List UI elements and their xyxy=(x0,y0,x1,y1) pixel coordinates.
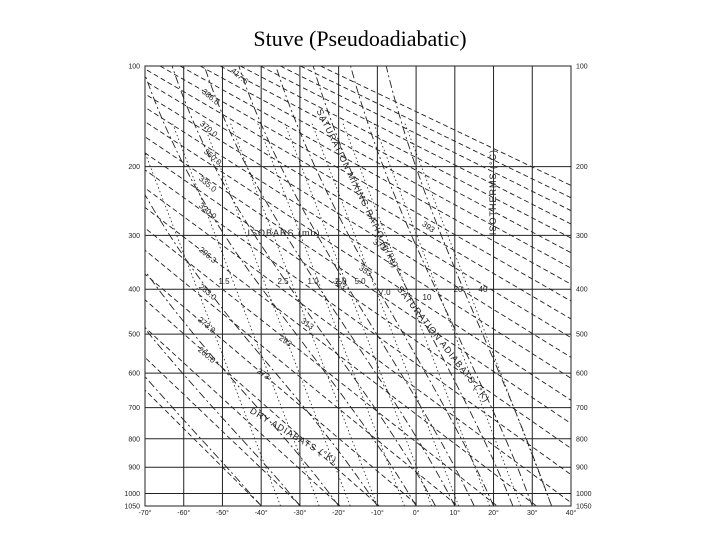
pressure-tick-right: 400 xyxy=(576,287,588,294)
dry-adiabat-line xyxy=(199,66,571,269)
saturation-adiabat-line xyxy=(238,66,475,506)
mixing-ratio-line xyxy=(171,122,320,506)
dry-adiabat-line xyxy=(260,66,571,225)
temperature-tick: -70° xyxy=(139,509,152,517)
mixing-ratio-label: 10 xyxy=(423,293,432,302)
saturation-adiabat-line xyxy=(145,375,262,506)
pressure-tick-left: 600 xyxy=(128,371,140,378)
temperature-tick: 40° xyxy=(566,509,577,517)
temperature-tick: 20° xyxy=(488,509,499,517)
pressure-tick-right: 500 xyxy=(576,332,588,339)
pressure-tick-right: 800 xyxy=(576,436,588,443)
saturation-adiabat-line xyxy=(385,66,553,506)
temperature-tick: -10° xyxy=(371,509,384,517)
pressure-tick-right: 100 xyxy=(576,64,588,71)
page-title: Stuve (Pseudoadiabatic) xyxy=(253,26,467,51)
dry-adiabat-line xyxy=(145,326,341,506)
mixing-ratio-label: 1.5 xyxy=(218,277,230,286)
saturation-adiabat-line xyxy=(145,270,339,506)
pressure-tick-right: 700 xyxy=(576,405,588,412)
temperature-tick: -60° xyxy=(177,509,190,517)
mixing-ratio-line xyxy=(229,122,378,506)
temperature-tick: 0° xyxy=(413,509,420,517)
mixing-ratio-line xyxy=(145,151,281,506)
saturation-adiabat-line xyxy=(312,66,514,506)
saturation-mixing-ratio-annotation: SATURATION MIXING RATIO (g/kg) xyxy=(315,107,401,270)
saturation-adiabat-line xyxy=(145,193,378,506)
dry-adiabat-label: 273.0 xyxy=(196,315,218,335)
dry-adiabat-line xyxy=(145,93,571,358)
isotherms-annotation: ISOTHERMS (°C) xyxy=(488,149,498,235)
dry-adiabat-line xyxy=(145,106,571,379)
dry-adiabat-line xyxy=(145,299,380,506)
pressure-tick-left: 200 xyxy=(128,164,140,171)
pressure-tick-right: 900 xyxy=(576,465,588,472)
saturation-adiabat-line xyxy=(145,73,417,506)
dry-adiabat-line xyxy=(145,273,419,506)
temperature-tick: -30° xyxy=(293,509,306,517)
mixing-ratio-label: 40 xyxy=(479,285,488,294)
saturation-adiabat-line xyxy=(275,66,494,506)
dry-adiabat-line xyxy=(280,66,571,212)
pressure-tick-left: 100 xyxy=(128,64,140,71)
dry-adiabat-line xyxy=(219,66,571,254)
plot-frame xyxy=(144,65,572,507)
saturation-adiabat-line xyxy=(350,66,533,506)
dry-adiabat-label: 320.0 xyxy=(197,201,219,221)
mixing-ratio-line xyxy=(284,122,432,506)
pressure-tick-left: 500 xyxy=(128,332,140,339)
mixing-ratio-line xyxy=(404,122,553,506)
mixing-ratio-line xyxy=(342,122,491,506)
pressure-tick-left: 1050 xyxy=(124,504,140,511)
dry-adiabat-label: 370.0 xyxy=(198,119,220,139)
mixing-ratio-label: 2.5 xyxy=(277,277,289,286)
dry-adiabat-line xyxy=(159,66,571,302)
temperature-tick: 10° xyxy=(450,509,461,517)
mixing-ratio-label: 7.0 xyxy=(379,288,391,297)
dry-adiabat-line xyxy=(145,227,498,506)
dry-adiabat-line xyxy=(145,152,571,449)
pressure-tick-left: 700 xyxy=(128,405,140,412)
dry-adiabat-line xyxy=(145,356,302,506)
temperature-tick: -40° xyxy=(255,509,268,517)
dry-adiabat-line xyxy=(145,187,571,504)
temperature-tick: -50° xyxy=(216,509,229,517)
pressure-tick-left: 300 xyxy=(128,233,140,240)
mixing-ratio-label: 1.0 xyxy=(307,277,319,286)
pressure-tick-left: 400 xyxy=(128,287,140,294)
mixing-ratio-line xyxy=(373,122,522,506)
dry-adiabat-line xyxy=(145,136,571,425)
saturation-adiabat-label: 313 xyxy=(299,316,316,331)
dry-adiabat-line xyxy=(300,66,571,199)
saturation-adiabat-line xyxy=(171,66,436,506)
pressure-tick-right: 1050 xyxy=(576,504,592,511)
dry-adiabat-line xyxy=(320,66,571,186)
pressure-tick-right: 600 xyxy=(576,371,588,378)
mixing-ratio-label: 5.0 xyxy=(354,277,366,286)
mixing-ratio-label: 20 xyxy=(454,285,463,294)
isobars-annotation: ISOBARS (mb) xyxy=(247,228,320,238)
dry-adiabat-label: 260.0 xyxy=(196,345,218,365)
dry-adiabat-line xyxy=(145,68,571,320)
saturation-adiabat-line xyxy=(145,328,301,506)
temperature-tick: 30° xyxy=(527,509,538,517)
mixing-ratio-line xyxy=(311,122,460,506)
pressure-tick-right: 1000 xyxy=(576,491,592,498)
dry-adiabat-line xyxy=(145,121,571,401)
saturation-adiabat-label: 293 xyxy=(277,333,294,348)
dry-adiabat-label: 296.3 xyxy=(197,245,219,265)
dry-adiabat-label: 350.0 xyxy=(202,147,224,167)
pressure-tick-right: 200 xyxy=(576,164,588,171)
mixing-ratio-label: 2.0 xyxy=(335,277,347,286)
pressure-tick-left: 900 xyxy=(128,465,140,472)
pressure-tick-left: 800 xyxy=(128,436,140,443)
temperature-tick: -20° xyxy=(332,509,345,517)
pressure-tick-right: 300 xyxy=(576,233,588,240)
pressure-tick-left: 1000 xyxy=(124,491,140,498)
mixing-ratio-line xyxy=(202,122,351,506)
mixing-ratio-line xyxy=(256,122,405,506)
saturation-adiabat-line xyxy=(203,66,456,506)
